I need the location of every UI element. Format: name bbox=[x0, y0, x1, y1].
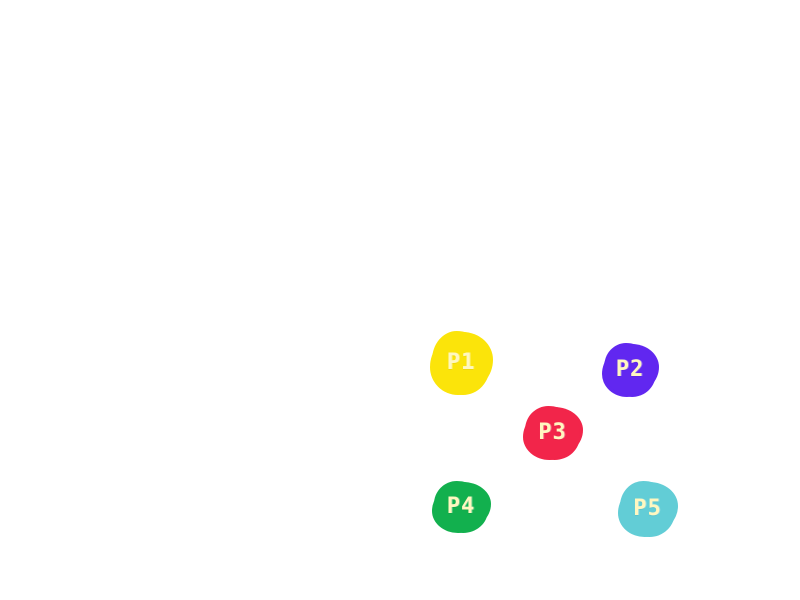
player-token-label: P1 bbox=[446, 350, 476, 375]
player-token-p3[interactable]: P3 bbox=[525, 408, 580, 458]
player-token-label: P5 bbox=[633, 496, 662, 521]
player-token-label: P2 bbox=[615, 357, 645, 382]
player-token-label: P4 bbox=[446, 494, 476, 519]
player-token-p1[interactable]: P1 bbox=[432, 333, 490, 393]
player-token-p4[interactable]: P4 bbox=[434, 483, 488, 531]
player-token-p2[interactable]: P2 bbox=[604, 345, 656, 395]
player-token-p5[interactable]: P5 bbox=[620, 483, 675, 535]
player-token-label: P3 bbox=[538, 420, 567, 445]
